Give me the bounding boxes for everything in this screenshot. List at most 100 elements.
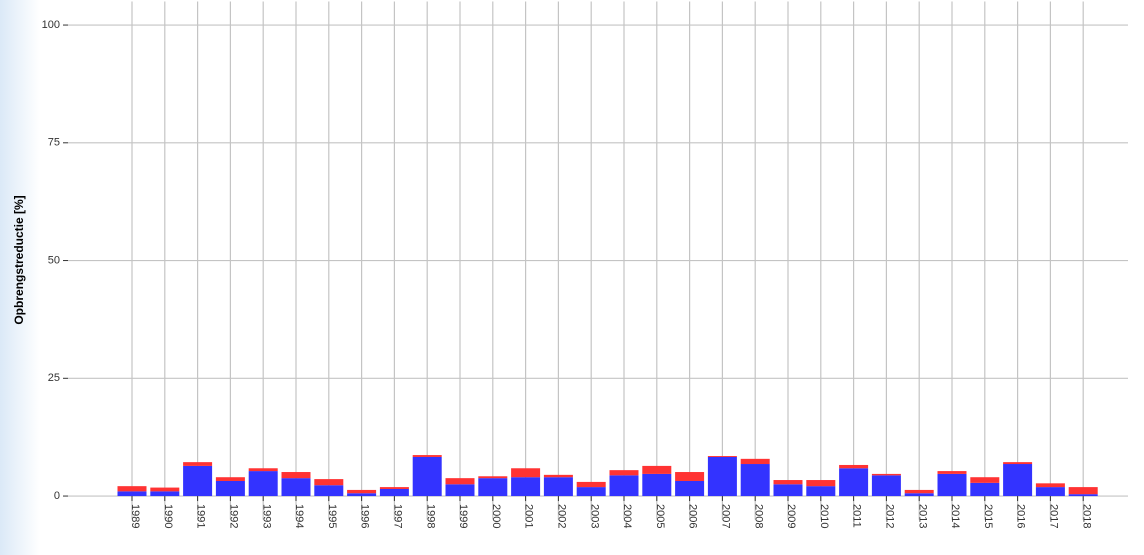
x-tick-label: 2002 (555, 504, 567, 528)
y-tick-label: 0 (54, 490, 60, 502)
bar-segment (576, 487, 606, 497)
x-tick-label: 1996 (359, 504, 371, 528)
x-tick-label: 2001 (523, 504, 535, 528)
bar-segment (543, 474, 573, 478)
bar-segment (150, 491, 180, 497)
bar-segment (412, 456, 442, 497)
x-tick-label: 2018 (1080, 504, 1092, 528)
x-tick-label: 1993 (260, 504, 272, 528)
bar-segment (937, 471, 967, 474)
x-tick-label: 2010 (818, 504, 830, 528)
x-tick-label: 2015 (982, 504, 994, 528)
bar-segment (248, 468, 278, 472)
bar-segment (970, 477, 1000, 483)
bar-segment (1068, 487, 1098, 495)
bar-segment (904, 493, 934, 497)
x-tick-label: 2009 (785, 504, 797, 528)
bar-segment (642, 465, 672, 474)
bar-segment (904, 489, 934, 494)
bar-segment (150, 487, 180, 492)
x-tick-label: 2016 (1015, 504, 1027, 528)
bar-segment (773, 484, 803, 497)
bar-segment (478, 478, 508, 497)
y-axis-label: Opbrengstreductie [%] (12, 195, 26, 324)
bar-segment (1068, 494, 1098, 497)
bar-segment (1035, 483, 1065, 488)
bar-segment (117, 486, 147, 492)
bar-segment (1003, 464, 1033, 497)
bar-segment (511, 468, 541, 478)
x-tick-label: 2006 (687, 504, 699, 528)
x-tick-label: 1992 (227, 504, 239, 528)
bar-segment (740, 458, 770, 465)
bar-segment (347, 489, 377, 494)
bar-segment (937, 473, 967, 497)
bar-segment (609, 475, 639, 497)
bar-segment (543, 477, 573, 497)
bar-segment (379, 487, 409, 489)
x-tick-label: 1999 (457, 504, 469, 528)
bar-segment (675, 472, 705, 481)
x-tick-label: 1998 (424, 504, 436, 528)
x-tick-label: 2012 (883, 504, 895, 528)
y-tick-label: 100 (42, 19, 60, 31)
bar-segment (445, 478, 475, 485)
bar-segment (347, 493, 377, 497)
bar-segment (215, 477, 245, 481)
bar-segment (839, 464, 869, 469)
x-tick-label: 2014 (949, 504, 961, 528)
x-tick-label: 2008 (752, 504, 764, 528)
x-tick-label: 2005 (654, 504, 666, 528)
bar-segment (806, 480, 836, 487)
bar-segment (970, 482, 1000, 497)
x-tick-label: 1991 (195, 504, 207, 528)
bar-segment (248, 471, 278, 497)
x-tick-label: 2013 (916, 504, 928, 528)
bar-segment (839, 468, 869, 497)
x-tick-label: 2011 (851, 504, 863, 528)
x-tick-label: 2007 (719, 504, 731, 528)
bars: 1989 1990 1991 1992 1993 1994 1995 1996 1997 1998… (117, 455, 1098, 529)
bar-segment (871, 473, 901, 476)
bar-segment (281, 472, 311, 479)
background-edge (0, 0, 40, 555)
bar-segment (806, 486, 836, 497)
bar-segment (871, 475, 901, 497)
bar-segment (379, 488, 409, 497)
x-tick-label: 1990 (162, 504, 174, 528)
bar-segment (675, 480, 705, 497)
y-tick-label: 75 (48, 137, 60, 149)
bar-segment (117, 491, 147, 497)
bar-segment (1003, 462, 1033, 465)
bar-segment (707, 456, 737, 457)
bar-segment (478, 476, 508, 479)
bar-segment (1035, 487, 1065, 497)
x-tick-label: 1995 (326, 504, 338, 528)
x-tick-label: 1994 (293, 504, 305, 528)
y-tick-label: 50 (48, 254, 60, 266)
bar-segment (314, 485, 344, 497)
bar-segment (215, 480, 245, 497)
bar-segment (609, 470, 639, 476)
grid: 0 25 50 75 100 (42, 1, 1128, 520)
bar-segment (314, 479, 344, 486)
bar-segment (707, 456, 737, 497)
bar-segment (511, 477, 541, 497)
x-tick-label: 2017 (1047, 504, 1059, 528)
x-tick-label: 2000 (490, 504, 502, 528)
x-tick-label: 1989 (129, 504, 141, 528)
y-tick-label: 25 (48, 372, 60, 384)
bar-segment (183, 462, 213, 466)
x-tick-label: 1997 (391, 504, 403, 528)
bar-segment (445, 484, 475, 497)
x-tick-label: 2004 (621, 504, 633, 528)
bar-segment (642, 473, 672, 497)
bar-segment (773, 480, 803, 485)
bar-segment (183, 465, 213, 497)
bar-segment (576, 481, 606, 488)
bar-segment (740, 464, 770, 497)
bar-segment (281, 478, 311, 497)
x-tick-label: 2003 (588, 504, 600, 528)
